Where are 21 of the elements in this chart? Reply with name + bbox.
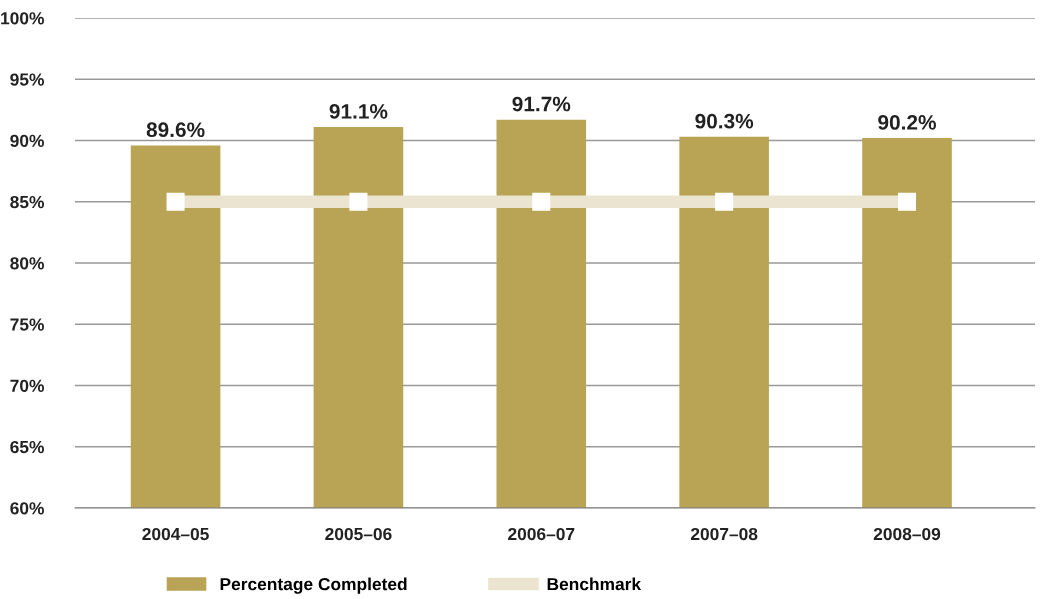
x-tick-label: 2007–08 <box>690 527 758 541</box>
y-tick-label: 65% <box>10 440 44 454</box>
y-tick-label: 95% <box>10 73 44 86</box>
legend-label: Benchmark <box>547 577 642 591</box>
x-tick-label: 2004–05 <box>142 527 209 541</box>
y-tick-label: 80% <box>10 257 44 270</box>
y-tick-label: 70% <box>10 379 44 392</box>
data-label: 91.7% <box>512 96 571 112</box>
x-tick-label: 2005–06 <box>325 527 392 541</box>
y-tick-label: 85% <box>10 195 44 209</box>
data-label: 90.3% <box>695 113 754 129</box>
x-tick-label: 2006–07 <box>508 527 575 541</box>
x-tick-label: 2008–09 <box>873 527 941 541</box>
y-tick-label: 90% <box>10 134 44 147</box>
data-label: 89.6% <box>146 122 205 138</box>
y-tick-label: 75% <box>10 318 44 331</box>
y-tick-label: 100% <box>1 12 44 25</box>
legend-label: Percentage Completed <box>220 577 407 594</box>
data-label: 90.2% <box>878 115 936 130</box>
y-tick-label: 60% <box>10 502 44 515</box>
data-label: 91.1% <box>329 103 388 119</box>
